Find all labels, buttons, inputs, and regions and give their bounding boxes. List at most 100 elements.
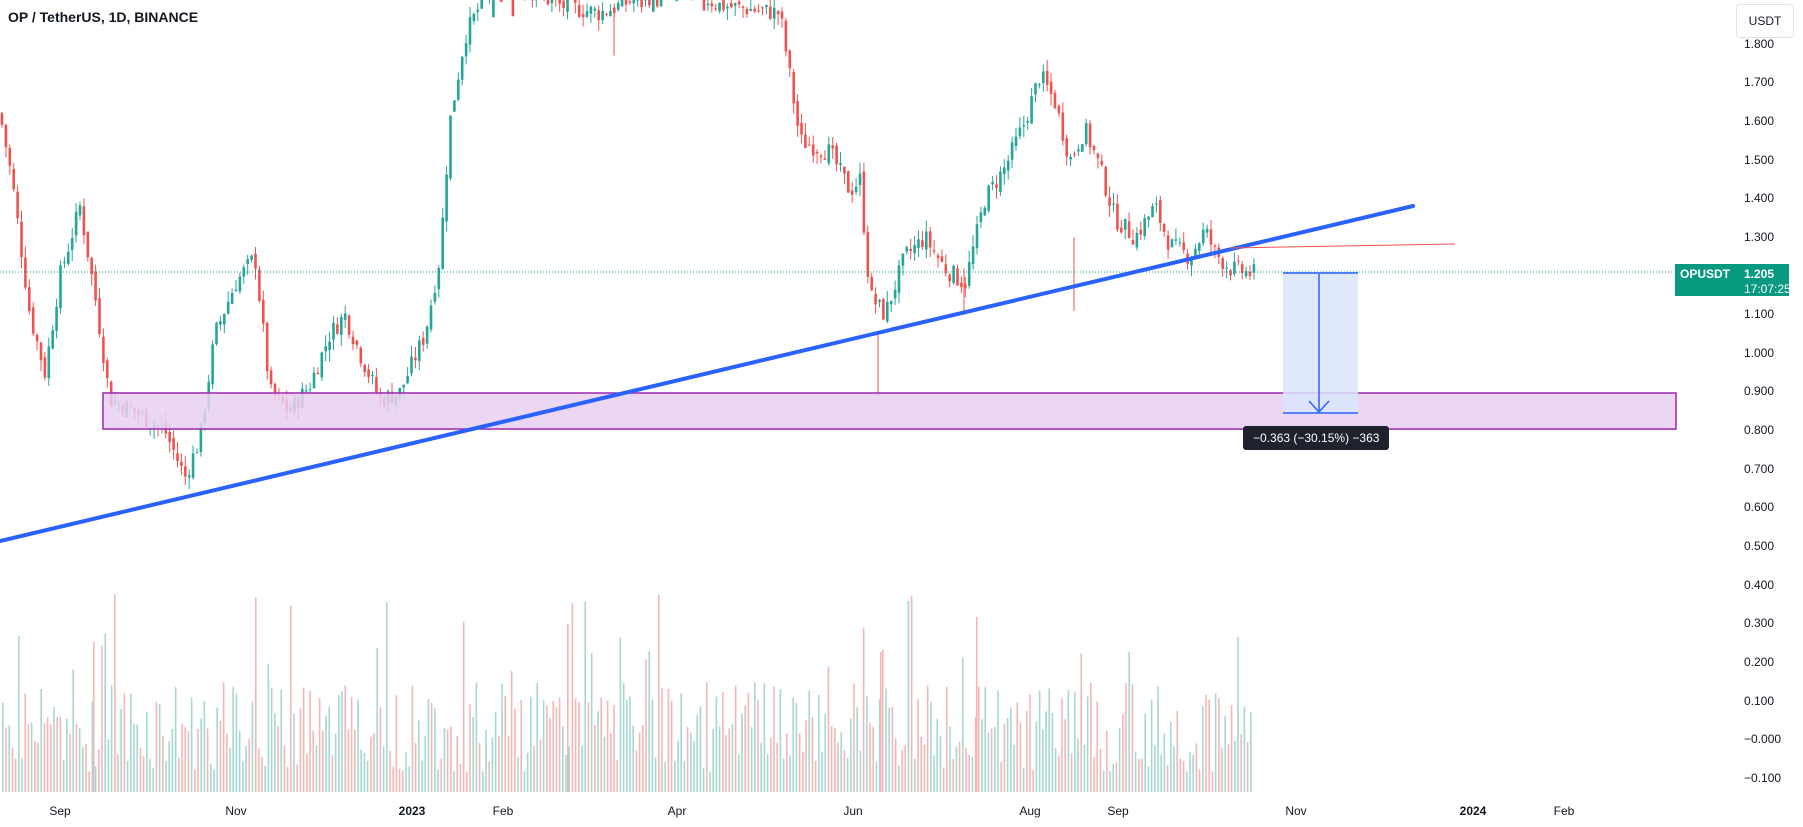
candle xyxy=(585,3,589,18)
candle xyxy=(1026,116,1029,131)
candle xyxy=(468,7,472,53)
volume-bar xyxy=(568,746,570,792)
volume-bar xyxy=(395,695,398,792)
last-price-tag: OPUSDT 1.205 17:07:25 xyxy=(1675,264,1791,296)
candle xyxy=(850,181,854,203)
candle xyxy=(765,4,768,15)
candle xyxy=(1049,73,1053,106)
volume-bar xyxy=(56,717,58,792)
volume-bar xyxy=(472,717,474,792)
trendline[interactable] xyxy=(0,204,1415,543)
volume-bar xyxy=(875,761,878,792)
volume-bar xyxy=(786,733,788,792)
volume-bar xyxy=(1038,690,1041,792)
candle xyxy=(1022,116,1026,138)
candle xyxy=(628,0,632,6)
candle xyxy=(862,162,866,236)
candle xyxy=(601,2,604,25)
volume-bar xyxy=(542,700,545,792)
time-axis[interactable]: Sep Nov 2023 Feb Apr Jun Aug Sep Nov 2024 Feb xyxy=(49,804,1574,818)
volume-bar xyxy=(1045,711,1047,792)
volume-bar xyxy=(523,771,526,792)
volume-bar xyxy=(408,766,410,792)
volume-bar xyxy=(11,748,14,792)
volume-bar xyxy=(501,683,503,792)
volume-bar xyxy=(808,690,810,792)
candle xyxy=(254,246,257,280)
candle xyxy=(1104,165,1107,198)
volume-bar xyxy=(1166,765,1169,792)
volume-bar xyxy=(232,686,234,792)
candle xyxy=(258,265,261,303)
volume-bar xyxy=(245,745,247,792)
support-zone[interactable] xyxy=(102,392,1677,430)
volume-bar xyxy=(405,752,407,792)
volume-bar xyxy=(1173,746,1175,792)
volume-bar xyxy=(373,732,375,792)
volume-bar xyxy=(674,760,676,792)
candle xyxy=(1240,260,1244,280)
volume-bar xyxy=(165,761,167,792)
volume-bar xyxy=(379,707,382,792)
candle xyxy=(991,176,994,191)
candle xyxy=(176,441,179,468)
volume-bar xyxy=(1163,733,1166,792)
volume-bar xyxy=(642,725,644,792)
volume-bar xyxy=(1195,743,1198,792)
y-tick-label: 1.300 xyxy=(1744,230,1774,244)
candle xyxy=(246,254,249,275)
candle xyxy=(265,321,269,380)
volume-bar xyxy=(946,686,948,792)
candle xyxy=(932,239,936,255)
candle xyxy=(913,236,916,261)
volume-bar xyxy=(440,758,442,792)
volume-bar xyxy=(238,730,241,792)
volume-bar xyxy=(360,749,362,792)
volume-bar xyxy=(1150,699,1153,792)
price-tag-value: 1.205 xyxy=(1744,267,1775,281)
volume-bar xyxy=(120,709,122,792)
candle xyxy=(605,12,608,17)
volume-bar xyxy=(802,751,804,792)
volume-bar xyxy=(1054,748,1057,792)
candle xyxy=(457,72,460,102)
candle xyxy=(897,259,901,304)
volume-bar xyxy=(795,703,798,792)
volume-bar xyxy=(757,699,759,792)
candle xyxy=(74,203,78,243)
candle xyxy=(882,297,885,321)
x-tick-label: Jun xyxy=(843,804,862,818)
candle xyxy=(808,137,811,146)
volume-bar xyxy=(306,754,308,792)
measure-tool[interactable] xyxy=(1283,272,1358,414)
volume-bar xyxy=(878,699,881,792)
candle xyxy=(858,162,862,197)
currency-selector[interactable]: USDT xyxy=(1736,4,1794,38)
volume-bar xyxy=(1096,701,1098,792)
volume-bar xyxy=(149,758,151,792)
volume-bar xyxy=(1189,751,1191,792)
volume-bar xyxy=(411,685,414,792)
candle xyxy=(242,264,246,284)
horizontal-ray[interactable] xyxy=(1229,243,1456,249)
volume-bar xyxy=(94,766,97,792)
candle xyxy=(1159,195,1162,231)
candle xyxy=(1100,154,1104,167)
volume-bar xyxy=(213,769,215,792)
price-axis[interactable]: 1.8001.7001.6001.5001.4001.3001.2001.100… xyxy=(1744,37,1781,785)
candle xyxy=(1123,218,1127,240)
candle xyxy=(804,122,807,149)
y-tick-label: 0.500 xyxy=(1744,539,1774,553)
volume-bar xyxy=(168,741,170,792)
candle xyxy=(1166,230,1170,259)
volume-bar xyxy=(446,729,449,792)
candle xyxy=(1034,82,1037,102)
candle xyxy=(340,313,343,346)
volume-bar xyxy=(693,741,695,792)
volume-bar xyxy=(43,723,46,792)
volume-bar xyxy=(1061,698,1063,792)
volume-bar xyxy=(1026,710,1028,792)
volume-bar xyxy=(1080,653,1082,792)
candle xyxy=(854,178,858,195)
